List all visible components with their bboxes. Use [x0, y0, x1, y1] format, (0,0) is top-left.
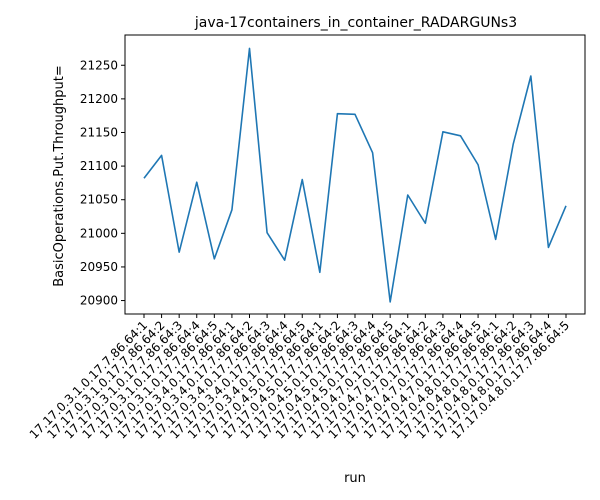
y-tick-label: 21000 [80, 226, 118, 240]
y-tick-label: 20950 [80, 260, 118, 274]
y-tick-label: 21100 [80, 159, 118, 173]
x-axis-label: run [344, 471, 366, 486]
plot-area [124, 34, 586, 315]
y-tick-label: 20900 [80, 294, 118, 308]
y-tick-label: 21150 [80, 125, 118, 139]
y-tick-label: 21050 [80, 193, 118, 207]
chart-title: java-17containers_in_container_RADARGUNs… [194, 15, 517, 31]
y-axis-ticks: 20900 20950 21000 21050 21100 21150 21200 21250 [80, 58, 125, 308]
y-axis-label: BasicOperations.Put.Throughput= [52, 65, 67, 287]
y-tick-label: 21200 [80, 92, 118, 106]
series-line [143, 47, 567, 303]
y-tick-label: 21250 [80, 58, 118, 72]
x-axis-ticks: 17.17.0.3.1.0.17.7.86.64:117.17.0.3.1.0.… [27, 314, 572, 442]
